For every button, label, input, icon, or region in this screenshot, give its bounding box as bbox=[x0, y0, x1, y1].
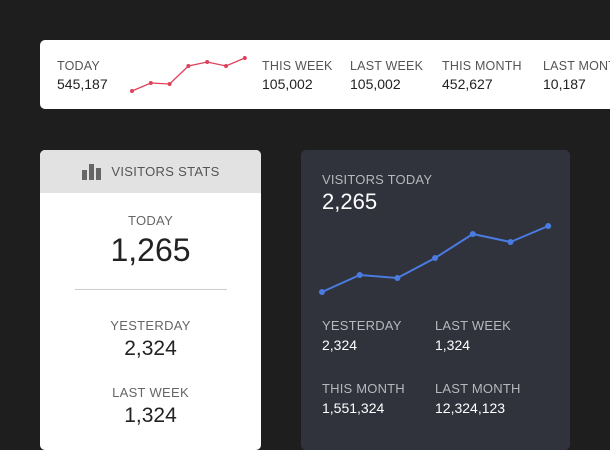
stat-last-week: LAST WEEK 105,002 bbox=[350, 59, 423, 92]
sparkline-point bbox=[507, 239, 514, 245]
last-week-section: LAST WEEK 1,324 bbox=[40, 385, 261, 428]
sparkline-point bbox=[148, 81, 153, 85]
yesterday-value: 2,324 bbox=[124, 337, 177, 360]
card-header: VISITORS STATS bbox=[40, 150, 261, 193]
sparkline-point bbox=[545, 223, 552, 229]
bar-chart-icon bbox=[82, 164, 102, 180]
divider bbox=[74, 289, 227, 290]
stat-label: THIS WEEK bbox=[262, 59, 333, 73]
sparkline-point bbox=[394, 275, 401, 281]
today-value: 1,265 bbox=[110, 232, 191, 268]
stat-value: 452,627 bbox=[442, 76, 493, 92]
sparkline-point bbox=[167, 82, 172, 86]
last-week-label: LAST WEEK bbox=[112, 385, 189, 400]
last-week-value: 1,324 bbox=[124, 404, 177, 427]
stat-today: TODAY 545,187 bbox=[57, 59, 108, 92]
stat-label: THIS MONTH bbox=[322, 381, 405, 396]
visitors-today-card: VISITORS TODAY 2,265 YESTERDAY 2,324 LAS… bbox=[301, 150, 570, 450]
stat-value: 1,324 bbox=[435, 337, 471, 353]
stat-yesterday: YESTERDAY 2,324 bbox=[322, 318, 402, 353]
sparkline-point bbox=[130, 89, 134, 93]
sparkline-point bbox=[224, 64, 228, 68]
sparkline-point bbox=[186, 64, 191, 68]
stat-label: THIS MONTH bbox=[442, 59, 522, 73]
sparkline-point bbox=[205, 60, 210, 64]
sparkline-line bbox=[131, 57, 246, 92]
stat-value: 545,187 bbox=[57, 76, 108, 92]
sparkline-point bbox=[432, 255, 439, 261]
yesterday-label: YESTERDAY bbox=[110, 318, 191, 333]
visitors-today-value: 2,265 bbox=[322, 189, 378, 214]
stat-value: 105,002 bbox=[262, 76, 313, 92]
card-title: VISITORS TODAY bbox=[322, 172, 433, 187]
stat-last-month: LAST MONTH 12,324,123 bbox=[435, 381, 521, 416]
stat-label: YESTERDAY bbox=[322, 318, 402, 333]
stat-this-week: THIS WEEK 105,002 bbox=[262, 59, 333, 92]
summary-bar: TODAY 545,187 THIS WEEK 105,002 LAST WEE… bbox=[40, 40, 610, 109]
stat-value: 2,324 bbox=[322, 337, 358, 353]
today-section: TODAY 1,265 bbox=[40, 213, 261, 269]
sparkline-point bbox=[319, 289, 325, 295]
stat-last-week: LAST WEEK 1,324 bbox=[435, 318, 511, 353]
yesterday-section: YESTERDAY 2,324 bbox=[40, 318, 261, 361]
stat-label: LAST MONTH bbox=[435, 381, 521, 396]
stat-value: 10,187 bbox=[543, 76, 586, 92]
stat-label: LAST WEEK bbox=[435, 318, 511, 333]
visitors-stats-card: VISITORS STATS TODAY 1,265 YESTERDAY 2,3… bbox=[40, 150, 261, 450]
stat-this-month: THIS MONTH 452,627 bbox=[442, 59, 522, 92]
stat-label: LAST WEEK bbox=[350, 59, 424, 73]
stat-value: 105,002 bbox=[350, 76, 401, 92]
stat-label: TODAY bbox=[57, 59, 100, 73]
visitors-sparkline bbox=[319, 223, 552, 295]
today-label: TODAY bbox=[127, 213, 174, 228]
stat-last-month: LAST MONTH 10,187 bbox=[543, 59, 610, 92]
sparkline-point bbox=[469, 231, 476, 237]
stat-value: 12,324,123 bbox=[435, 400, 506, 416]
stat-value: 1,551,324 bbox=[322, 400, 385, 416]
stat-this-month: THIS MONTH 1,551,324 bbox=[322, 381, 405, 416]
summary-sparkline bbox=[130, 56, 247, 93]
card-title: VISITORS STATS bbox=[111, 164, 220, 179]
sparkline-point bbox=[242, 56, 247, 60]
sparkline-point bbox=[356, 272, 363, 278]
stat-label: LAST MONTH bbox=[543, 59, 610, 73]
